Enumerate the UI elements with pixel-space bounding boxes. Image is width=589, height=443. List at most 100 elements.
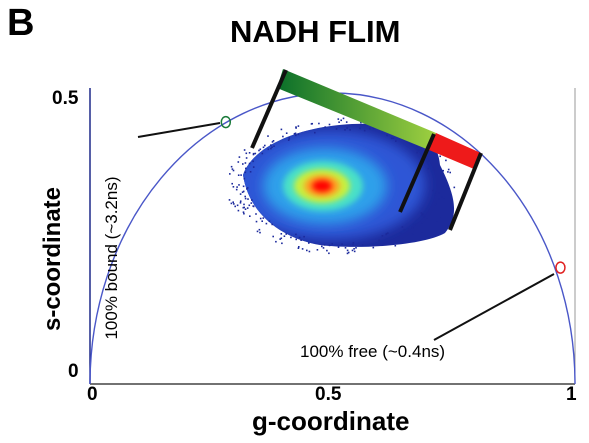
cloud-edge-dot <box>244 171 247 174</box>
cloud-edge-dot <box>447 168 450 171</box>
cloud-edge-dot <box>236 204 239 207</box>
cloud-edge-dot <box>395 140 397 142</box>
x-axis-label: g-coordinate <box>252 406 410 436</box>
cloud-edge-dot <box>318 122 320 125</box>
cloud-edge-dot <box>267 135 269 137</box>
cloud-edge-dot <box>328 123 331 126</box>
cloud-edge-dot <box>281 242 283 245</box>
cloud-edge-dot <box>297 247 300 249</box>
y-tick-label: 0.5 <box>52 88 79 109</box>
cloud-edge-dot <box>237 161 240 163</box>
cloud-edge-dot <box>385 232 388 235</box>
cloud-edge-dot <box>421 231 423 233</box>
cloud-edge-dot <box>353 250 356 253</box>
cloud-edge-dot <box>424 216 426 219</box>
cloud-edge-dot <box>306 249 308 252</box>
cloud-edge-dot <box>431 205 434 208</box>
cloud-edge-dot <box>272 235 274 238</box>
cloud-edge-dot <box>308 242 310 244</box>
cloud-edge-dot <box>297 125 300 127</box>
cloud-edge-dot <box>415 231 417 234</box>
free-reference-marker <box>555 261 566 274</box>
cloud-edge-dot <box>337 246 340 248</box>
cloud-edge-dot <box>242 163 244 165</box>
cloud-edge-dot <box>270 144 272 146</box>
cloud-edge-dot <box>447 171 449 173</box>
cloud-edge-dot <box>433 166 436 168</box>
cloud-edge-dot <box>437 189 439 192</box>
cloud-edge-dot <box>248 162 251 165</box>
cloud-edge-dot <box>352 243 354 246</box>
cloud-edge-dot <box>264 144 266 147</box>
cloud-edge-dot <box>244 162 247 164</box>
cloud-edge-dot <box>268 220 271 222</box>
cloud-edge-dot <box>242 190 245 193</box>
cloud-edge-dot <box>250 202 253 204</box>
cloud-edge-dot <box>402 238 404 241</box>
y-axis-label: s-coordinate <box>39 186 66 332</box>
cloud-edge-dot <box>438 216 441 218</box>
cloud-edge-dot <box>432 154 435 157</box>
cloud-edge-dot <box>371 244 374 246</box>
cloud-edge-dot <box>234 205 236 208</box>
cloud-edge-dot <box>242 206 245 209</box>
cloud-edge-dot <box>310 123 313 125</box>
cloud-edge-dot <box>295 134 297 137</box>
cloud-edge-dot <box>280 128 283 131</box>
cloud-edge-dot <box>344 247 347 249</box>
cloud-edge-dot <box>243 149 246 151</box>
cloud-edge-dot <box>349 129 351 131</box>
cloud-edge-dot <box>372 246 375 249</box>
cloud-edge-dot <box>351 249 354 252</box>
cloud-edge-dot <box>340 119 342 122</box>
cloud-edge-dot <box>242 185 245 188</box>
cloud-edge-dot <box>249 215 251 217</box>
cloud-edge-dot <box>229 173 231 175</box>
cloud-edge-dot <box>231 182 233 185</box>
cloud-edge-dot <box>285 132 288 134</box>
cloud-edge-dot <box>280 237 283 240</box>
cloud-edge-dot <box>245 167 247 170</box>
cloud-edge-dot <box>256 230 259 233</box>
cloud-edge-dot <box>416 146 418 148</box>
cloud-edge-dot <box>252 152 255 155</box>
cloud-edge-dot <box>230 202 233 205</box>
gradient-bar <box>277 69 436 150</box>
cloud-edge-dot <box>347 251 350 254</box>
cloud-edge-dot <box>411 226 413 228</box>
cloud-edge-dot <box>392 137 395 139</box>
cloud-edge-dot <box>279 238 281 240</box>
cloud-edge-dot <box>390 137 393 140</box>
cloud-edge-dot <box>316 249 319 251</box>
cloud-edge-dot <box>245 152 248 155</box>
cloud-edge-dot <box>369 127 371 130</box>
cloud-edge-dot <box>346 252 349 255</box>
cloud-edge-dot <box>295 126 297 128</box>
cloud-edge-dot <box>346 249 349 252</box>
cloud-edge-dot <box>421 214 423 217</box>
panel-label: B <box>7 2 35 44</box>
cloud-edge-dot <box>440 169 442 171</box>
cloud-edge-dot <box>323 244 326 246</box>
cloud-edge-dot <box>298 236 301 239</box>
cloud-edge-dot <box>259 148 262 151</box>
cloud-edge-dot <box>415 223 417 226</box>
cloud-edge-dot <box>251 199 253 201</box>
cloud-edge-dot <box>440 209 443 211</box>
cloud-edge-dot <box>321 245 323 248</box>
cloud-edge-dot <box>273 145 275 147</box>
cloud-edge-dot <box>294 132 297 135</box>
cloud-edge-dot <box>448 188 451 191</box>
cloud-edge-dot <box>416 145 418 147</box>
cloud-edge-dot <box>435 168 437 171</box>
cloud-edge-dot <box>248 152 251 154</box>
cloud-edge-dot <box>254 152 257 155</box>
cloud-edge-dot <box>326 249 328 252</box>
cloud-edge-dot <box>232 169 235 172</box>
cloud-edge-dot <box>308 250 311 253</box>
cloud-edge-dot <box>337 118 340 120</box>
cloud-edge-dot <box>283 235 286 237</box>
cloud-edge-dot <box>239 193 242 195</box>
cloud-edge-dot <box>416 151 418 154</box>
